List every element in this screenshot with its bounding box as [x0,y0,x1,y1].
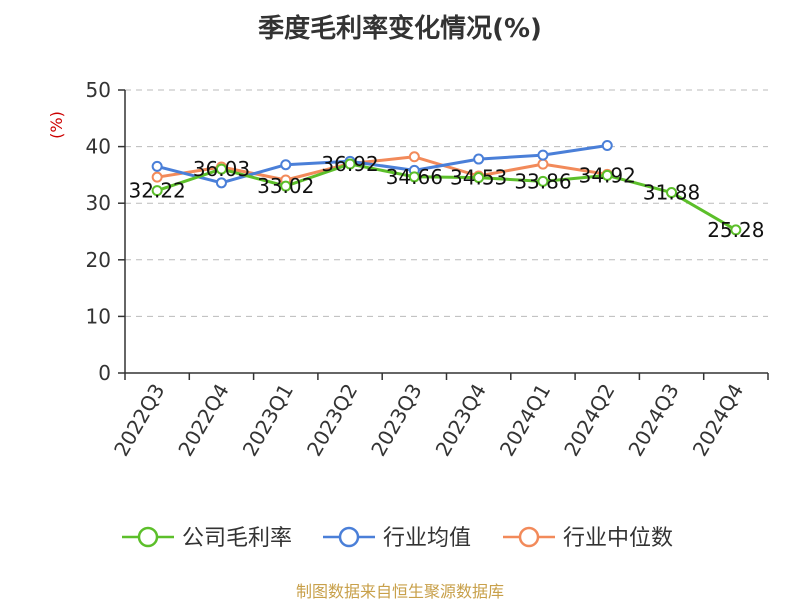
y-tick-label: 0 [98,361,111,385]
y-tick-label: 30 [86,191,111,215]
data-point-series-0[interactable] [473,172,485,184]
data-label: 33.02 [257,174,314,198]
data-point-series-0[interactable] [666,187,678,199]
x-tick-label: 2024Q2 [559,380,619,461]
data-label: 34.53 [450,166,507,190]
y-axis-unit-label: (%) [47,111,66,139]
x-tick-label: 2022Q4 [173,380,233,461]
data-point-series-2[interactable] [537,158,549,170]
data-point-series-0[interactable] [344,158,356,170]
legend-marker-0[interactable] [137,526,159,548]
data-point-series-0[interactable] [730,224,742,236]
x-tick-label: 2023Q1 [238,380,298,461]
data-point-series-0[interactable] [601,169,613,181]
data-label: 31.88 [643,181,700,205]
data-label: 25.28 [707,218,764,242]
data-label: 34.66 [386,165,443,189]
data-point-series-2[interactable] [408,151,420,163]
legend-marker-2[interactable] [518,526,540,548]
x-tick-label: 2023Q2 [302,380,362,461]
data-label: 33.86 [514,169,571,193]
series-line-2 [156,155,608,182]
data-point-series-1[interactable] [473,153,485,165]
series-line-1 [156,144,608,185]
data-point-series-2[interactable] [151,171,163,183]
data-point-series-0[interactable] [408,171,420,183]
legend-label-0[interactable]: 公司毛利率 [182,526,292,551]
y-tick-label: 40 [86,135,111,159]
x-tick-label: 2024Q3 [623,380,683,461]
x-tick-label: 2023Q3 [366,380,426,461]
y-tick-label: 50 [86,78,111,102]
x-tick-label: 2024Q4 [688,380,748,461]
legend-label-2[interactable]: 行业中位数 [563,526,673,551]
data-point-series-1[interactable] [151,160,163,172]
data-point-series-1[interactable] [601,139,613,151]
x-tick-label: 2022Q3 [109,380,169,461]
chart-title: 季度毛利率变化情况(%) [258,14,542,44]
x-tick-label: 2023Q4 [431,380,491,461]
data-label: 34.92 [579,163,636,187]
data-point-series-1[interactable] [537,149,549,161]
data-point-series-1[interactable] [215,177,227,189]
data-source-note: 制图数据来自恒生聚源数据库 [295,582,504,600]
data-point-series-1[interactable] [280,159,292,171]
series-line-0 [156,162,737,232]
legend-marker-1[interactable] [338,526,360,548]
data-label: 32.22 [129,179,186,203]
data-point-series-0[interactable] [215,163,227,175]
x-tick-label: 2024Q1 [495,380,555,461]
data-label: 36.03 [193,157,250,181]
data-point-series-0[interactable] [537,175,549,187]
legend-label-1[interactable]: 行业均值 [383,526,471,551]
data-point-series-0[interactable] [280,180,292,192]
y-tick-label: 20 [86,248,111,272]
y-tick-label: 10 [86,304,111,328]
data-point-series-0[interactable] [151,185,163,197]
data-label: 36.92 [321,152,378,176]
